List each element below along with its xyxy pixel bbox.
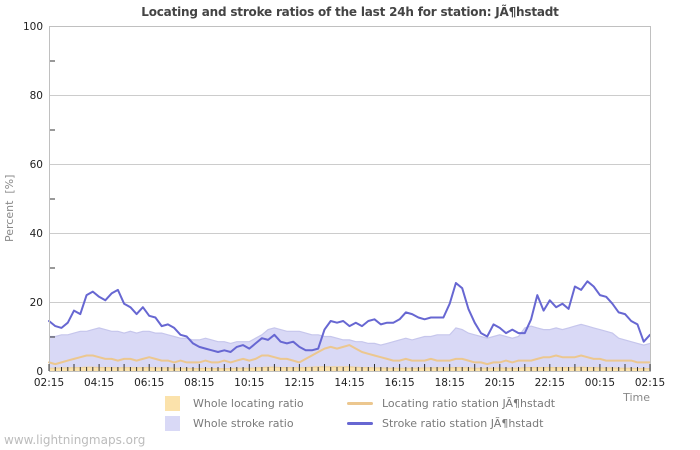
- svg-text:12:15: 12:15: [284, 377, 314, 389]
- svg-text:80: 80: [30, 90, 43, 102]
- legend-item-stroke-ratio-station: Stroke ratio station JÃ¶hstadt: [347, 417, 543, 430]
- svg-text:20: 20: [30, 297, 43, 309]
- x-axis-title: Time: [623, 391, 650, 404]
- whole-stroke-ratio-swatch-icon: [165, 415, 180, 431]
- svg-text:14:15: 14:15: [334, 377, 364, 389]
- axis-ticks: [48, 60, 651, 371]
- svg-text:40: 40: [30, 228, 43, 240]
- chart-legend: Whole locating ratio Locating ratio stat…: [165, 393, 555, 433]
- legend-label: Whole locating ratio: [193, 396, 304, 410]
- svg-text:04:15: 04:15: [84, 377, 114, 389]
- line-series-2: [48, 344, 651, 366]
- line-series-3: [48, 280, 651, 353]
- watermark: www.lightningmaps.org: [4, 433, 146, 447]
- svg-text:08:15: 08:15: [184, 377, 214, 389]
- svg-text:06:15: 06:15: [134, 377, 164, 389]
- area-edge-1: [49, 323, 651, 346]
- legend-item-locating-ratio-station: Locating ratio station JÃ¶hstadt: [347, 397, 555, 410]
- svg-text:02:15: 02:15: [34, 377, 64, 389]
- svg-text:16:15: 16:15: [384, 377, 414, 389]
- legend-label: Locating ratio station JÃ¶hstadt: [382, 396, 556, 410]
- legend-label: Whole stroke ratio: [193, 416, 294, 430]
- legend-item-whole-stroke-ratio: Whole stroke ratio: [165, 415, 347, 431]
- gridlines: [49, 95, 650, 303]
- legend-row-2: Whole stroke ratio Stroke ratio station …: [165, 413, 555, 433]
- svg-text:22:15: 22:15: [535, 377, 565, 389]
- legend-item-whole-locating-ratio: Whole locating ratio: [165, 395, 347, 411]
- whole-locating-ratio-swatch-icon: [165, 395, 180, 411]
- chart-title: Locating and stroke ratios of the last 2…: [141, 5, 559, 19]
- svg-text:60: 60: [30, 159, 43, 171]
- plot-border: [49, 26, 651, 372]
- stroke-ratio-line-swatch-icon: [347, 421, 373, 425]
- svg-text:02:15: 02:15: [635, 377, 665, 389]
- svg-text:10:15: 10:15: [234, 377, 264, 389]
- svg-text:0: 0: [36, 366, 43, 378]
- svg-text:20:15: 20:15: [485, 377, 515, 389]
- locating-ratio-line-swatch-icon: [347, 401, 373, 405]
- y-axis-title: Percent [%]: [3, 174, 16, 242]
- legend-label: Stroke ratio station JÃ¶hstadt: [382, 416, 544, 430]
- axis-tick-labels: 0 20 40 60 80 100 02:15 04:15 06:15 08:15 10:15 12:…: [23, 21, 665, 389]
- svg-text:100: 100: [23, 21, 43, 33]
- svg-text:18:15: 18:15: [435, 377, 465, 389]
- legend-row-1: Whole locating ratio Locating ratio stat…: [165, 393, 555, 413]
- svg-text:00:15: 00:15: [585, 377, 615, 389]
- area-series-1: [49, 324, 650, 371]
- series: [48, 280, 651, 371]
- chart-plot-area: 0 20 40 60 80 100 02:15 04:15 06:15 08:15 10:15 12:…: [23, 21, 665, 389]
